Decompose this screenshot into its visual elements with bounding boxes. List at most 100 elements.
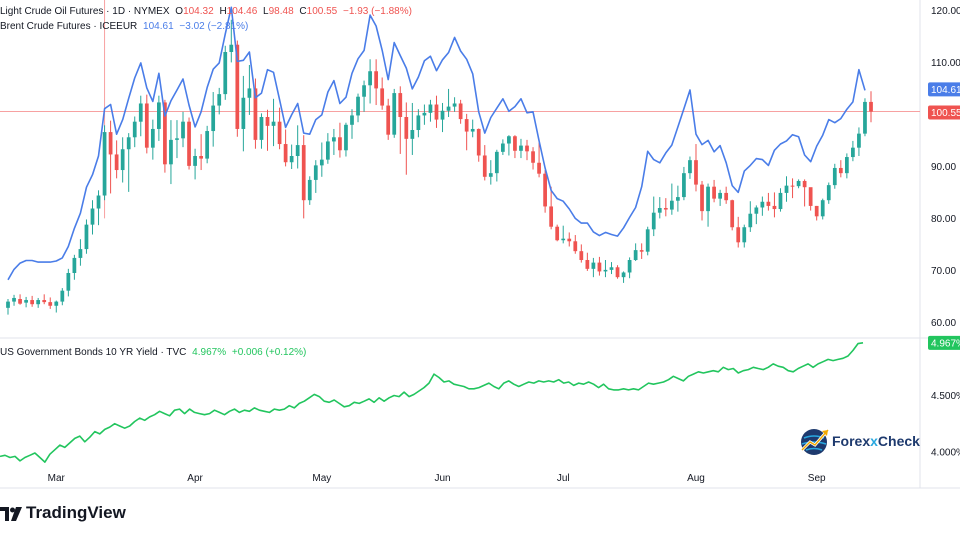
time-tick-label: May (312, 473, 331, 484)
candle-body (416, 115, 421, 130)
candle-body (181, 121, 185, 139)
candle-body (507, 136, 511, 144)
legend-wti-high: 104.46 (226, 6, 258, 17)
candle-body (458, 103, 463, 120)
us10y-last-value-label-text: 4.967% (931, 338, 960, 349)
candle-body (869, 101, 873, 112)
candle-body (319, 159, 324, 166)
legend-us10y-change: +0.006 (+0.12%) (231, 347, 307, 358)
candle-body (597, 262, 602, 272)
candle-body (301, 145, 306, 201)
candle-body (96, 195, 101, 209)
candle-body (150, 128, 155, 148)
candle-body (120, 149, 125, 171)
time-axis: Mar Apr May Jun Jul Aug Sep (48, 473, 826, 484)
candle-body (657, 208, 662, 213)
candle-body (404, 117, 409, 139)
candle-body (126, 137, 131, 150)
candle-body (796, 180, 801, 187)
candle-body (639, 250, 644, 252)
candle-body (579, 251, 584, 260)
candle-body (531, 151, 535, 163)
candle-body (494, 151, 499, 174)
candle-body (476, 128, 481, 156)
candle-body (138, 103, 143, 122)
candle-body (350, 115, 354, 125)
brent-last-price-label: 104.61 (928, 82, 960, 97)
candle-body (66, 273, 71, 291)
candle-body (193, 156, 197, 166)
time-tick-label: Jul (557, 473, 570, 484)
candle-body (199, 156, 203, 159)
candle-body (669, 200, 674, 210)
tradingview-wordmark: TradingView (26, 503, 126, 522)
candle-body (54, 301, 59, 306)
time-tick-label: Mar (48, 473, 66, 484)
candle-body (700, 184, 704, 212)
time-tick-label: Jun (434, 473, 450, 484)
candle-body (591, 262, 596, 269)
candle-body (766, 201, 771, 206)
candle-body (844, 157, 849, 174)
candle-body (247, 88, 252, 98)
candle-body (784, 185, 789, 193)
candle-body (440, 110, 445, 120)
legend-wti: Light Crude Oil Futures · 1D · NYMEX O 10… (0, 6, 412, 17)
candle-body (573, 241, 578, 252)
candle-body (712, 186, 716, 199)
price-tick-label: 70.00 (931, 266, 956, 277)
candle-body (561, 238, 566, 241)
candle-body (132, 121, 137, 138)
candle-body (826, 185, 831, 201)
candle-body (18, 299, 22, 304)
candle-body (857, 133, 861, 148)
candle-body (380, 88, 385, 106)
candle-body (362, 85, 366, 97)
candle-body (633, 250, 638, 260)
candle-body (609, 267, 614, 270)
candle-body (356, 96, 360, 116)
candle-body (706, 186, 710, 212)
legend-us10y: US Government Bonds 10 YR Yield · TVC 4.… (0, 347, 306, 358)
candle-body (84, 224, 89, 250)
candle-body (676, 197, 680, 201)
wti-last-price-label-text: 100.55 (931, 108, 960, 119)
price-tick-label: 120.00 (931, 6, 960, 17)
candle-body (60, 290, 65, 302)
legend-wti-name: Light Crude Oil Futures · 1D · NYMEX (0, 6, 170, 17)
candle-body (585, 260, 590, 269)
candle-body (549, 206, 554, 227)
brent-last-price-label-text: 104.61 (931, 85, 960, 96)
candle-body (422, 112, 427, 116)
candle-body (434, 104, 439, 120)
candle-body (223, 52, 228, 95)
candle-body (24, 300, 28, 303)
candle-body (621, 272, 626, 278)
wti-last-price-label: 100.55 (928, 105, 960, 120)
candle-body (78, 249, 83, 258)
legend-wti-o-label: O (175, 6, 184, 17)
candle-body (235, 44, 240, 129)
candle-body (344, 124, 348, 151)
legend-wti-low: 98.48 (268, 6, 294, 17)
candle-body (519, 145, 523, 151)
candle-body (48, 302, 53, 306)
candle-body (851, 147, 855, 158)
candle-body (760, 201, 765, 208)
candle-body (500, 143, 505, 152)
candle-body (863, 101, 867, 134)
candle-body (838, 167, 843, 174)
us10y-last-value-label: 4.967% (928, 335, 960, 350)
candle-body (555, 226, 560, 241)
candle-body (603, 269, 608, 272)
candle-body (790, 185, 795, 187)
candle-body (211, 105, 216, 132)
candle-body (688, 160, 692, 174)
candle-body (259, 117, 264, 140)
candle-body (12, 297, 16, 302)
price-tick-label: 90.00 (931, 162, 956, 173)
candle-body (90, 208, 95, 225)
candle-body (452, 103, 457, 107)
candle-body (567, 238, 572, 242)
